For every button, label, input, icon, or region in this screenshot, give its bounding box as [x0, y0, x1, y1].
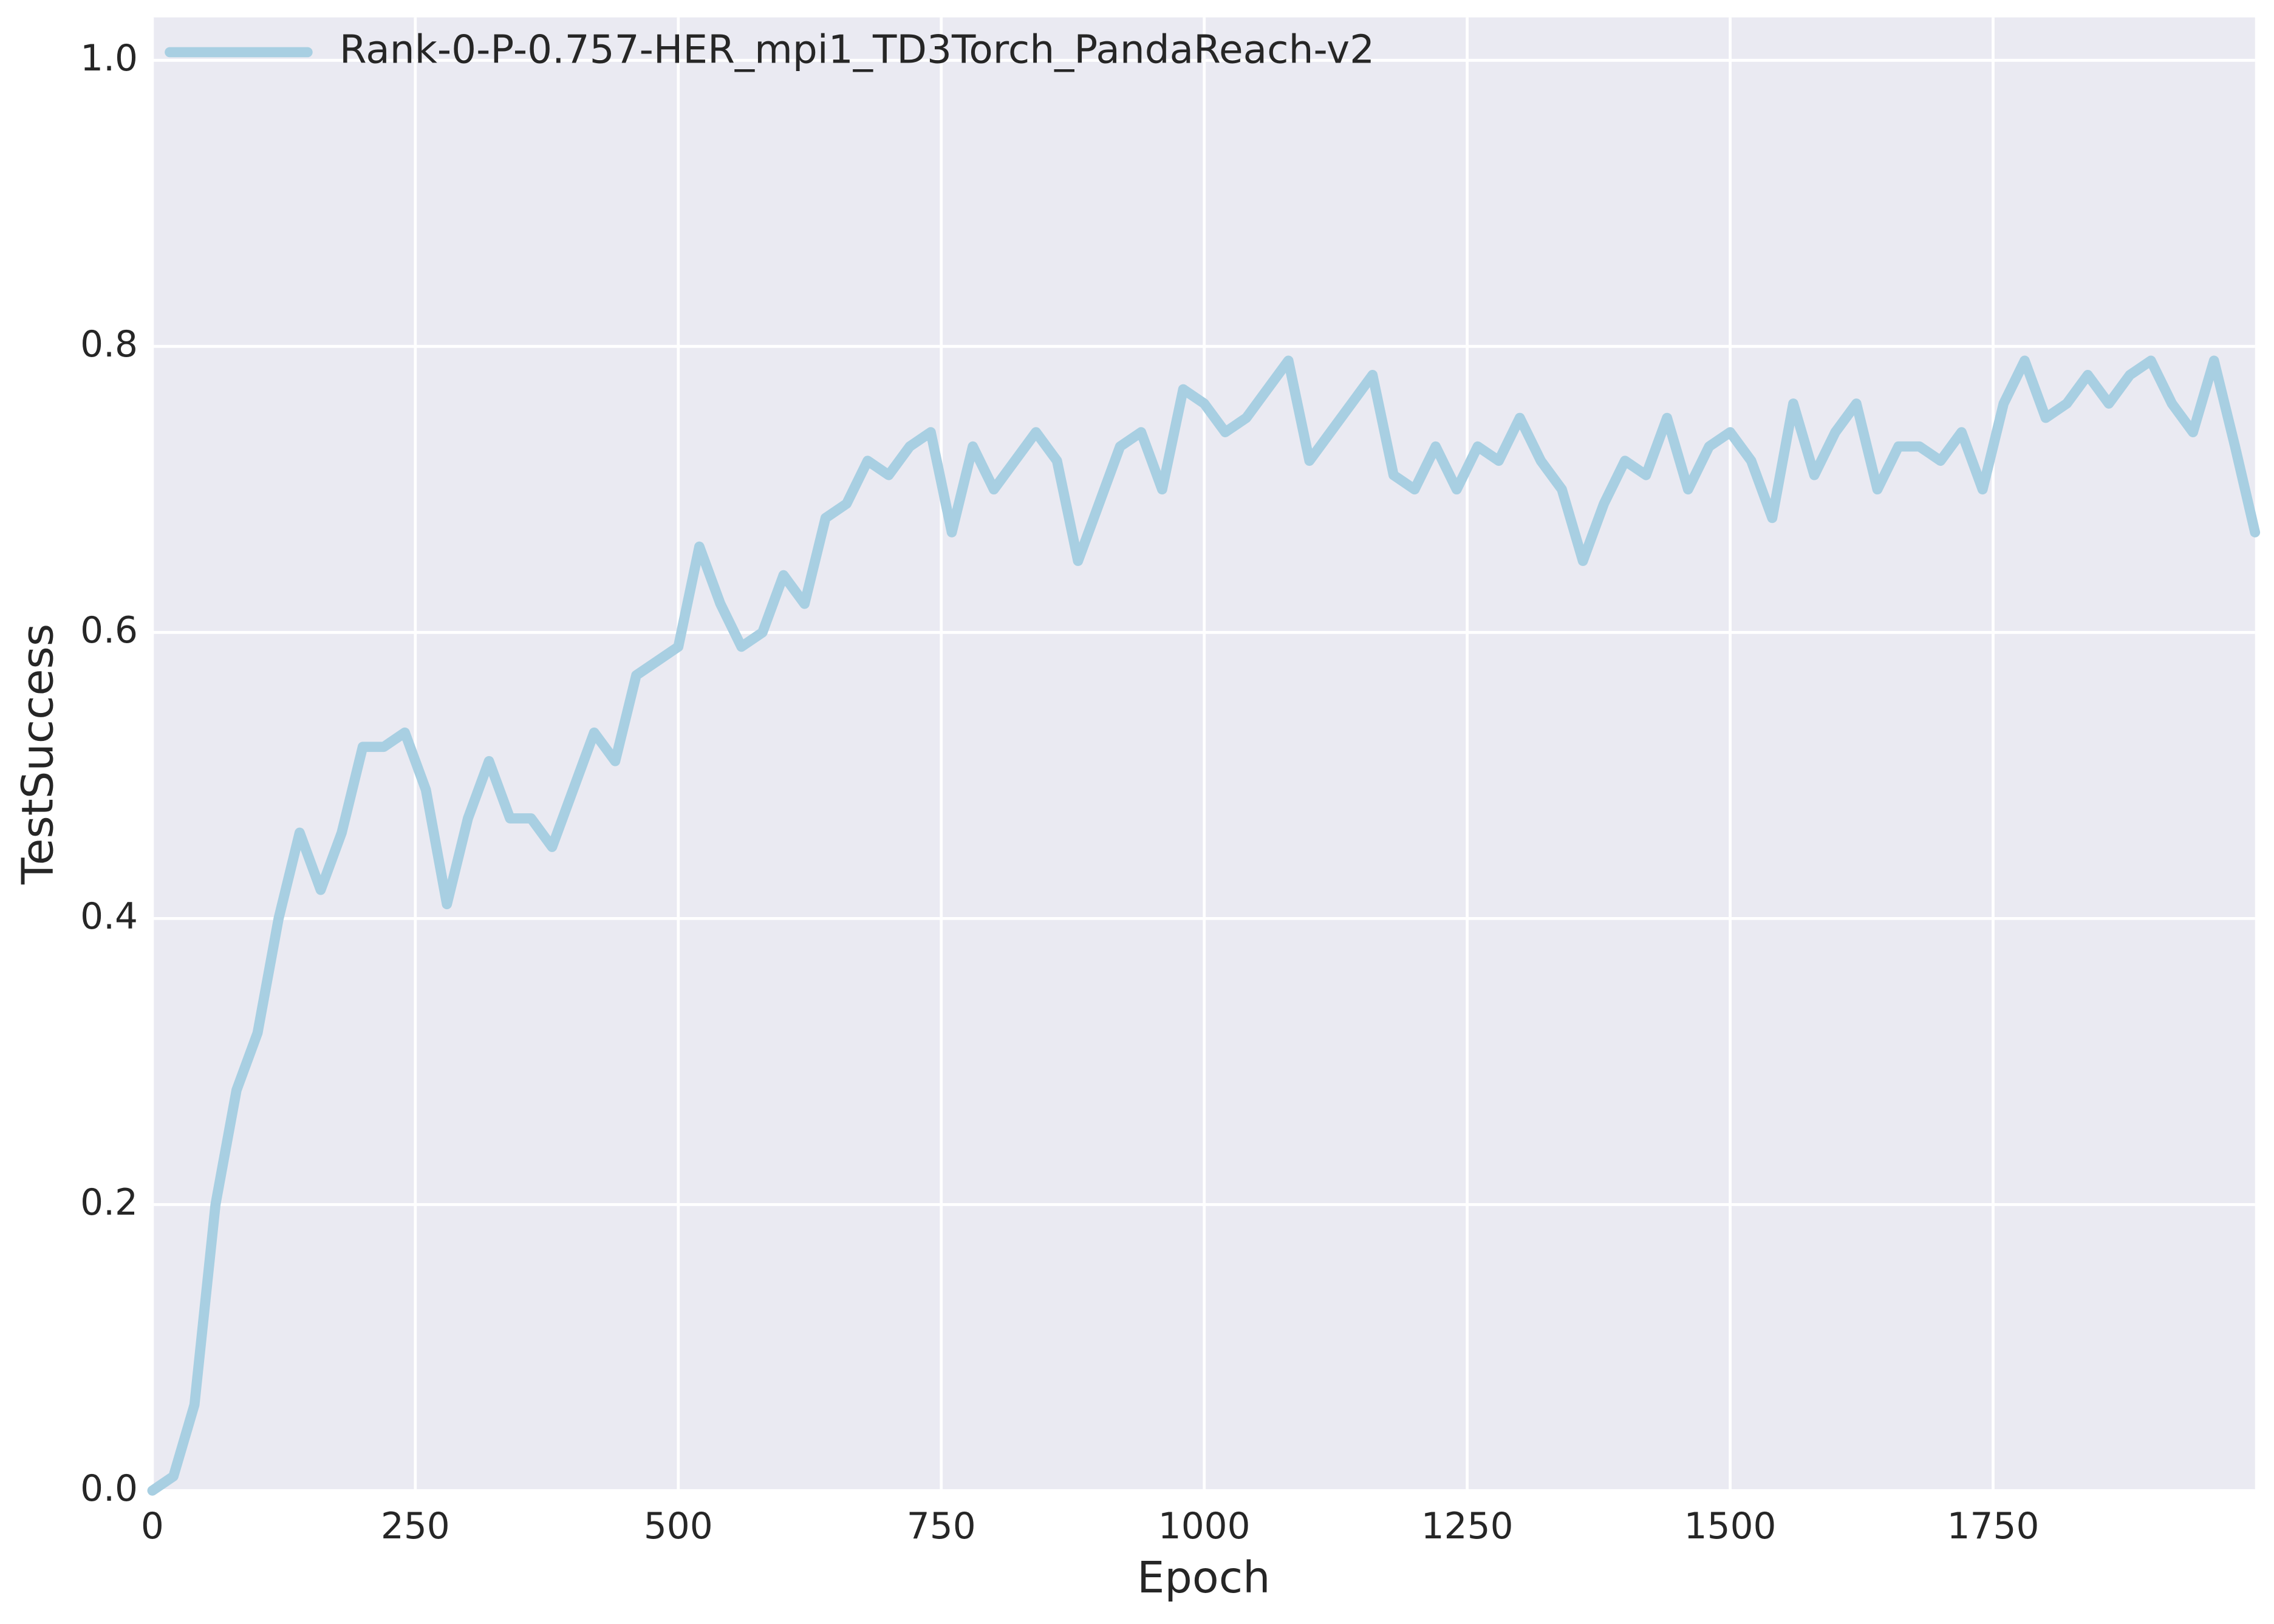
- y-axis-label: TestSuccess: [13, 624, 63, 885]
- y-tick-label: 0.8: [80, 324, 138, 366]
- x-tick-label: 1000: [1158, 1506, 1251, 1547]
- y-tick-label: 0.0: [80, 1468, 138, 1510]
- y-tick-label: 0.2: [80, 1182, 138, 1224]
- y-tick-label: 0.6: [80, 610, 138, 652]
- x-tick-label: 1750: [1947, 1506, 2040, 1547]
- x-tick-label: 1250: [1421, 1506, 1514, 1547]
- x-tick-label: 750: [907, 1506, 976, 1547]
- legend-label: Rank-0-P-0.757-HER_mpi1_TD3Torch_PandaRe…: [340, 27, 1374, 73]
- x-tick-label: 1500: [1684, 1506, 1777, 1547]
- y-tick-label: 1.0: [80, 38, 138, 80]
- x-axis-label: Epoch: [1137, 1552, 1270, 1603]
- x-tick-label: 500: [644, 1506, 713, 1547]
- data-line: [147, 355, 2261, 1496]
- x-tick-label: 0: [141, 1506, 164, 1547]
- x-tick-label: 250: [381, 1506, 450, 1547]
- y-tick-label: 0.4: [80, 896, 138, 938]
